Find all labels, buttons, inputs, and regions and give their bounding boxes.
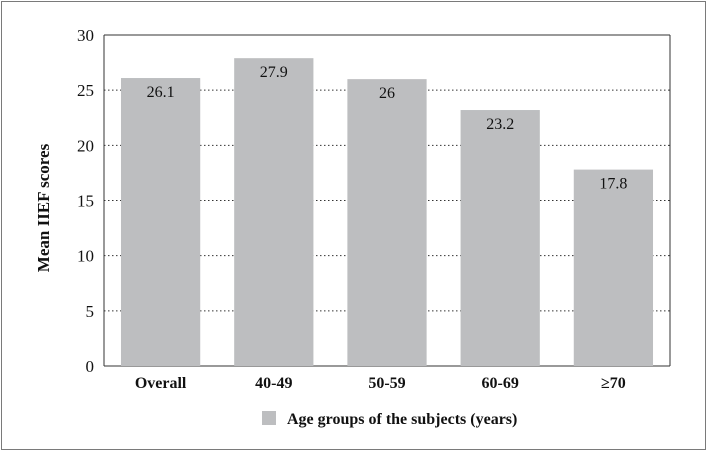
legend-swatch	[262, 411, 276, 425]
y-tick-label: 25	[77, 81, 94, 100]
x-tick-labels: Overall 40-49 50-59 60-69 ≥70	[135, 375, 626, 392]
data-label: 23.2	[486, 116, 514, 133]
data-labels: 26.1 27.9 26 23.2 17.8	[147, 64, 628, 192]
data-label: 26	[379, 85, 395, 102]
bar	[234, 58, 314, 367]
y-tick-labels: 0 5 10 15 20 25 30	[77, 26, 94, 376]
bar	[460, 110, 540, 366]
x-tick-label: 40-49	[255, 375, 292, 392]
bar	[120, 78, 201, 366]
x-tick-label: ≥70	[601, 375, 626, 392]
y-tick-label: 0	[86, 357, 95, 376]
y-tick-label: 5	[86, 302, 95, 321]
data-label: 26.1	[147, 84, 175, 101]
x-tick-label: Overall	[135, 375, 187, 392]
legend: Age groups of the subjects (years)	[262, 411, 517, 428]
data-label: 27.9	[260, 64, 288, 81]
x-tick-label: 60-69	[482, 375, 519, 392]
bars-group	[120, 58, 654, 367]
y-tick-label: 10	[77, 247, 94, 266]
y-tick-label: 30	[77, 26, 94, 45]
x-tick-label: 50-59	[368, 375, 405, 392]
bar	[573, 169, 654, 366]
y-tick-label: 20	[77, 136, 94, 155]
y-axis-label: Mean IIEF scores	[34, 143, 53, 272]
legend-label: Age groups of the subjects (years)	[287, 411, 517, 428]
bar	[347, 79, 427, 366]
data-label: 17.8	[599, 176, 627, 193]
y-tick-label: 15	[77, 192, 94, 211]
